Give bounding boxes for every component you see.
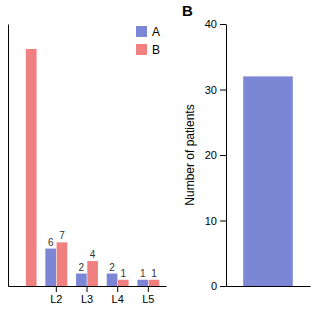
- tick-label: 40: [205, 18, 217, 30]
- tick-mark: [220, 221, 226, 222]
- legend: AB: [136, 25, 160, 57]
- data-label: 4: [90, 249, 96, 260]
- data-label: 1: [121, 268, 127, 279]
- tick-mark: [220, 286, 226, 287]
- bar: [107, 274, 118, 286]
- tick-mark: [117, 286, 118, 292]
- data-labels: 62217411: [48, 230, 157, 278]
- data-label: 2: [109, 262, 115, 273]
- data-label: 6: [48, 237, 54, 248]
- panel: 0 10 20 30 40 Number of patients B: [182, 2, 311, 292]
- tick: 40: [205, 18, 226, 30]
- y-axis: 0 10 20 30 40: [205, 18, 227, 292]
- tick-label: 10: [205, 215, 217, 227]
- axis-title: Number of patients: [183, 104, 197, 205]
- axis-line: [227, 286, 311, 287]
- legend-swatch: [136, 26, 147, 37]
- bar: [243, 76, 293, 286]
- data-label: 1: [151, 268, 157, 279]
- legend-label: A: [152, 25, 160, 39]
- bar: [57, 242, 68, 286]
- panel: 62217411L2L3L4L5AB: [9, 25, 167, 305]
- tick: 30: [205, 84, 226, 96]
- tick-label: L3: [81, 293, 93, 305]
- y-axis: [8, 25, 9, 287]
- tick: 0: [211, 280, 226, 292]
- bar: [76, 274, 87, 286]
- x-axis: [227, 286, 311, 287]
- data-label: 1: [140, 268, 146, 279]
- tick-label: 0: [211, 280, 217, 292]
- tick: L2: [50, 286, 62, 305]
- tick-mark: [87, 286, 88, 292]
- data-label: 2: [79, 262, 85, 273]
- bar: [87, 261, 98, 286]
- tick-mark: [220, 90, 226, 91]
- tick: L3: [81, 286, 93, 305]
- legend-label: B: [152, 43, 160, 57]
- bar: [137, 280, 148, 286]
- tick-label: L2: [50, 293, 62, 305]
- tick-mark: [148, 286, 149, 292]
- tick-label: L4: [112, 293, 124, 305]
- bars: [26, 49, 159, 286]
- panel-label: B: [182, 2, 193, 19]
- axis-line: [226, 25, 227, 287]
- tick: L4: [112, 286, 124, 305]
- bar: [118, 280, 129, 286]
- tick-mark: [220, 24, 226, 25]
- x-axis: L2 L3 L4 L5: [9, 286, 167, 305]
- tick: L5: [142, 286, 154, 305]
- tick-label: 30: [205, 84, 217, 96]
- legend-swatch: [136, 44, 147, 55]
- tick-label: L5: [142, 293, 154, 305]
- bars: [243, 76, 293, 286]
- bar: [149, 280, 160, 286]
- tick-mark: [220, 155, 226, 156]
- bar: [26, 49, 37, 286]
- tick: 20: [205, 149, 226, 161]
- bar: [45, 249, 56, 286]
- data-label: 7: [59, 230, 65, 241]
- tick-label: 20: [205, 149, 217, 161]
- tick-mark: [56, 286, 57, 292]
- tick: 10: [205, 215, 226, 227]
- axis-line: [8, 25, 9, 287]
- chart: 62217411L2L3L4L5AB010203040Number of pat…: [0, 0, 320, 320]
